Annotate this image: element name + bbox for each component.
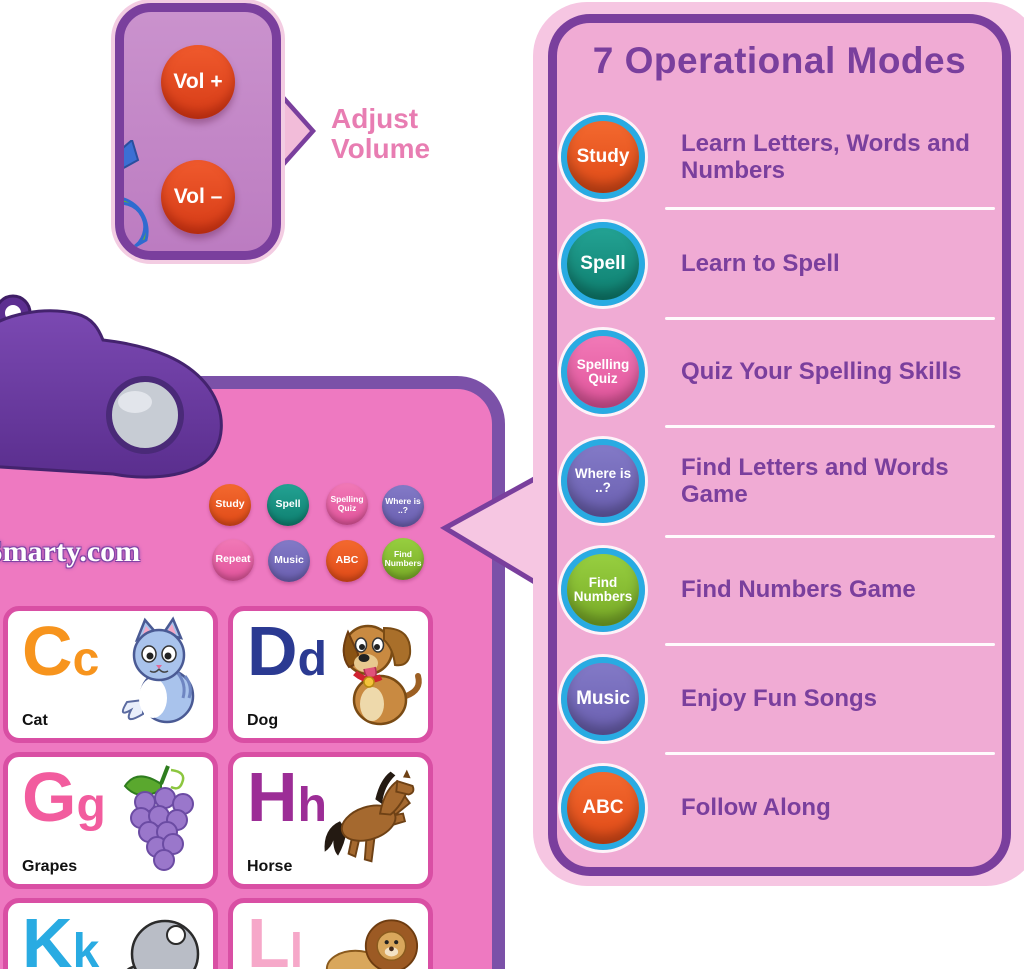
mode-row-where-is: Where is ..? Find Letters and Words Game bbox=[561, 438, 993, 524]
volume-up-button[interactable]: Vol + bbox=[161, 45, 235, 119]
mode-row-find-numbers: Find Numbers Find Numbers Game bbox=[561, 547, 993, 633]
where-is-mode-label: Where is ..? bbox=[574, 465, 632, 495]
card-word: Grapes bbox=[22, 858, 78, 875]
adjust-volume-caption: Adjust Volume bbox=[331, 103, 431, 164]
music-mode-description: Enjoy Fun Songs bbox=[681, 685, 877, 713]
volume-callout-bubble: Vol + Vol – bbox=[115, 3, 281, 260]
poster-repeat-label: Repeat bbox=[215, 553, 251, 566]
mode-row-study: Study Learn Letters, Words and Numbers bbox=[561, 114, 993, 200]
row-divider bbox=[665, 317, 995, 320]
spelling-quiz-mode-button[interactable]: Spelling Quiz bbox=[561, 330, 645, 414]
poster-where-is-button[interactable]: Where is ..? bbox=[382, 485, 424, 527]
abc-mode-description: Follow Along bbox=[681, 794, 831, 822]
poster-music-button[interactable]: Music bbox=[268, 540, 310, 582]
row-divider bbox=[665, 207, 995, 210]
cat-illustration bbox=[121, 616, 195, 724]
card-word: Horse bbox=[247, 858, 293, 875]
modes-panel-body: 7 Operational Modes Study Learn Letters,… bbox=[548, 14, 1011, 876]
poster-abc-label: ABC bbox=[335, 554, 359, 567]
find-numbers-mode-description: Find Numbers Game bbox=[681, 576, 916, 604]
poster-abc-button[interactable]: ABC bbox=[326, 540, 368, 582]
mode-row-spell: Spell Learn to Spell bbox=[561, 221, 993, 307]
abc-mode-label: ABC bbox=[582, 797, 624, 819]
panel-title: 7 Operational Modes bbox=[592, 40, 967, 81]
poster-find-numbers-button[interactable]: Find Numbers bbox=[382, 538, 424, 580]
dog-illustration bbox=[342, 624, 422, 726]
study-mode-description: Learn Letters, Words and Numbers bbox=[681, 129, 970, 184]
row-divider bbox=[665, 425, 995, 428]
mode-row-music: Music Enjoy Fun Songs bbox=[561, 656, 993, 742]
callout-arrow bbox=[278, 92, 317, 170]
poster-study-button[interactable]: Study bbox=[209, 484, 251, 526]
study-mode-label: Study bbox=[576, 146, 630, 168]
find-numbers-mode-label: Find Numbers bbox=[573, 574, 633, 604]
poster-spelling-quiz-label: Spelling Quiz bbox=[330, 494, 364, 513]
poster-repeat-button[interactable]: Repeat bbox=[212, 539, 254, 581]
row-divider bbox=[665, 643, 995, 646]
mode-row-spelling-quiz: Spelling Quiz Quiz Your Spelling Skills bbox=[561, 329, 993, 415]
card-word: Cat bbox=[22, 712, 48, 729]
music-mode-label: Music bbox=[576, 688, 630, 710]
poster-study-label: Study bbox=[215, 498, 245, 511]
spelling-quiz-mode-description: Quiz Your Spelling Skills bbox=[681, 358, 962, 386]
lion-illustration bbox=[325, 919, 419, 969]
abc-mode-button[interactable]: ABC bbox=[561, 766, 645, 850]
find-numbers-mode-button[interactable]: Find Numbers bbox=[561, 548, 645, 632]
row-divider bbox=[665, 535, 995, 538]
poster-where-is-label: Where is ..? bbox=[385, 496, 421, 515]
row-divider bbox=[665, 752, 995, 755]
study-mode-button[interactable]: Study bbox=[561, 115, 645, 199]
gray-bird-illustration bbox=[126, 919, 200, 969]
poster-spell-button[interactable]: Spell bbox=[267, 484, 309, 526]
brand-text: Smarty.com bbox=[0, 535, 141, 568]
volume-up-label: Vol + bbox=[173, 70, 223, 93]
modes-panel: 7 Operational Modes Study Learn Letters,… bbox=[533, 2, 1024, 886]
spell-mode-description: Learn to Spell bbox=[681, 250, 840, 278]
volume-down-label: Vol – bbox=[173, 185, 223, 208]
spell-mode-label: Spell bbox=[580, 253, 626, 275]
poster-spelling-quiz-button[interactable]: Spelling Quiz bbox=[326, 483, 368, 525]
where-is-mode-description: Find Letters and Words Game bbox=[681, 453, 949, 508]
poster-artwork-fragment bbox=[124, 140, 149, 250]
poster-hanging-clip bbox=[0, 294, 223, 479]
grapes-illustration bbox=[123, 765, 194, 871]
music-mode-button[interactable]: Music bbox=[561, 657, 645, 741]
modes-panel-arrow bbox=[439, 474, 540, 587]
poster-spell-label: Spell bbox=[275, 498, 301, 511]
poster-music-label: Music bbox=[274, 554, 304, 567]
card-word: Dog bbox=[247, 712, 279, 729]
mode-row-abc: ABC Follow Along bbox=[561, 765, 993, 851]
spell-mode-button[interactable]: Spell bbox=[561, 222, 645, 306]
where-is-mode-button[interactable]: Where is ..? bbox=[561, 439, 645, 523]
poster-find-numbers-label: Find Numbers bbox=[384, 549, 422, 568]
horse-illustration bbox=[324, 769, 415, 863]
spelling-quiz-mode-label: Spelling Quiz bbox=[576, 356, 630, 386]
volume-down-button[interactable]: Vol – bbox=[161, 160, 235, 234]
